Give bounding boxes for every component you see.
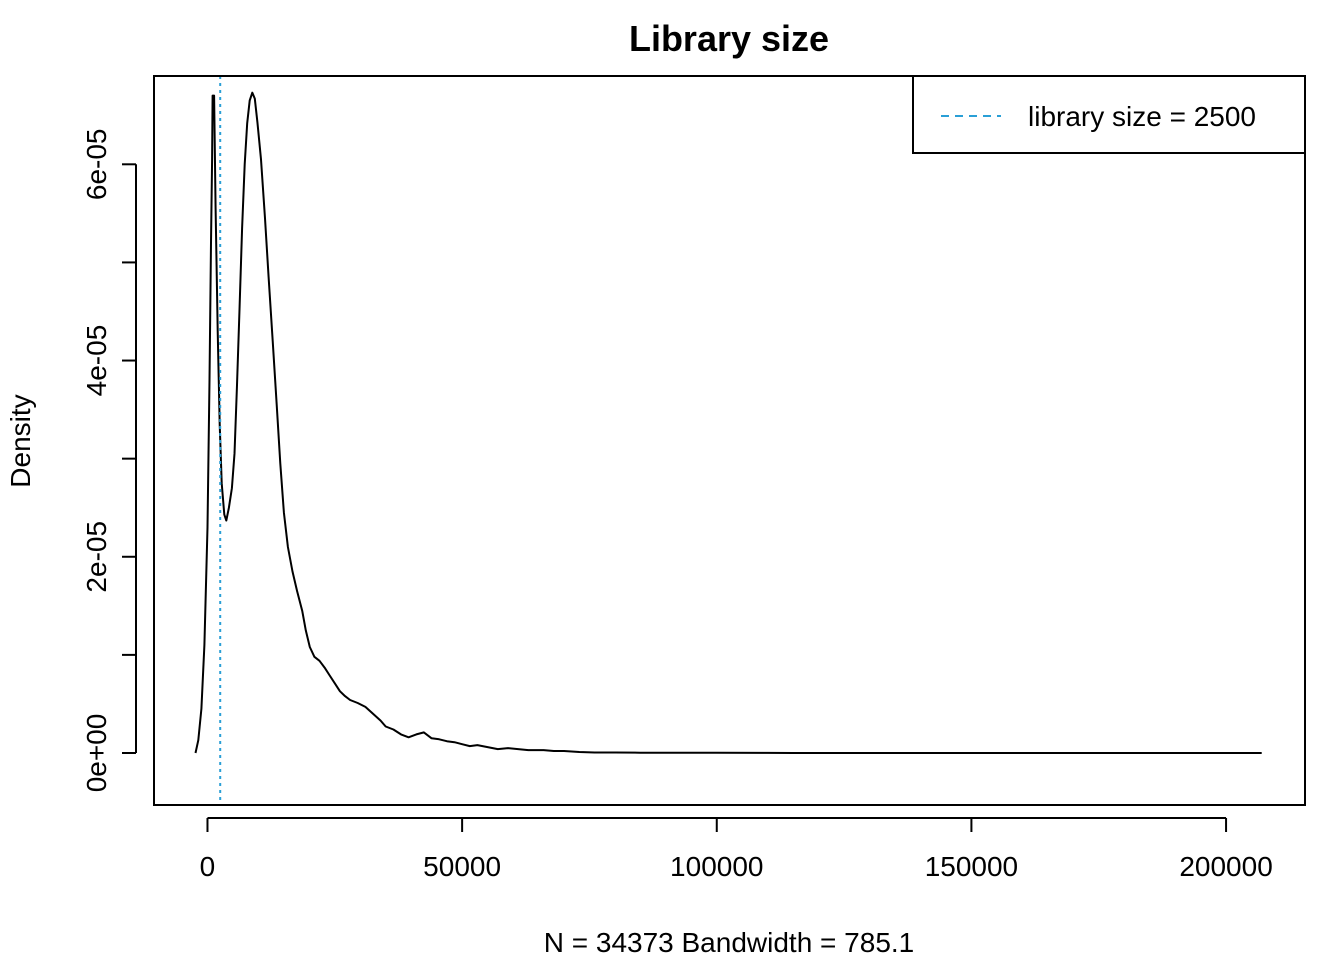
x-tick-label: 50000 bbox=[423, 851, 501, 882]
x-axis-label: N = 34373 Bandwidth = 785.1 bbox=[544, 927, 915, 958]
density-curve bbox=[194, 91, 1262, 754]
y-tick-label: 4e-05 bbox=[81, 325, 112, 397]
y-tick-label: 2e-05 bbox=[81, 521, 112, 593]
y-tick-label: 0e+00 bbox=[81, 714, 112, 793]
x-tick-label: 150000 bbox=[925, 851, 1018, 882]
x-tick-label: 0 bbox=[200, 851, 216, 882]
y-tick-label: 6e-05 bbox=[81, 128, 112, 200]
legend-label: library size = 2500 bbox=[1028, 101, 1256, 132]
chart-title: Library size bbox=[629, 18, 829, 59]
x-tick-label: 100000 bbox=[670, 851, 763, 882]
legend: library size = 2500 bbox=[912, 75, 1306, 154]
x-axis: 0 50000 100000 150000 200000 bbox=[200, 817, 1273, 882]
plot-frame bbox=[153, 75, 1306, 806]
y-axis-label: Density bbox=[5, 394, 36, 487]
y-axis: 0e+00 2e-05 4e-05 6e-05 bbox=[81, 128, 137, 793]
x-tick-label: 200000 bbox=[1179, 851, 1272, 882]
plot-area bbox=[194, 76, 1262, 805]
legend-box bbox=[912, 75, 1306, 154]
